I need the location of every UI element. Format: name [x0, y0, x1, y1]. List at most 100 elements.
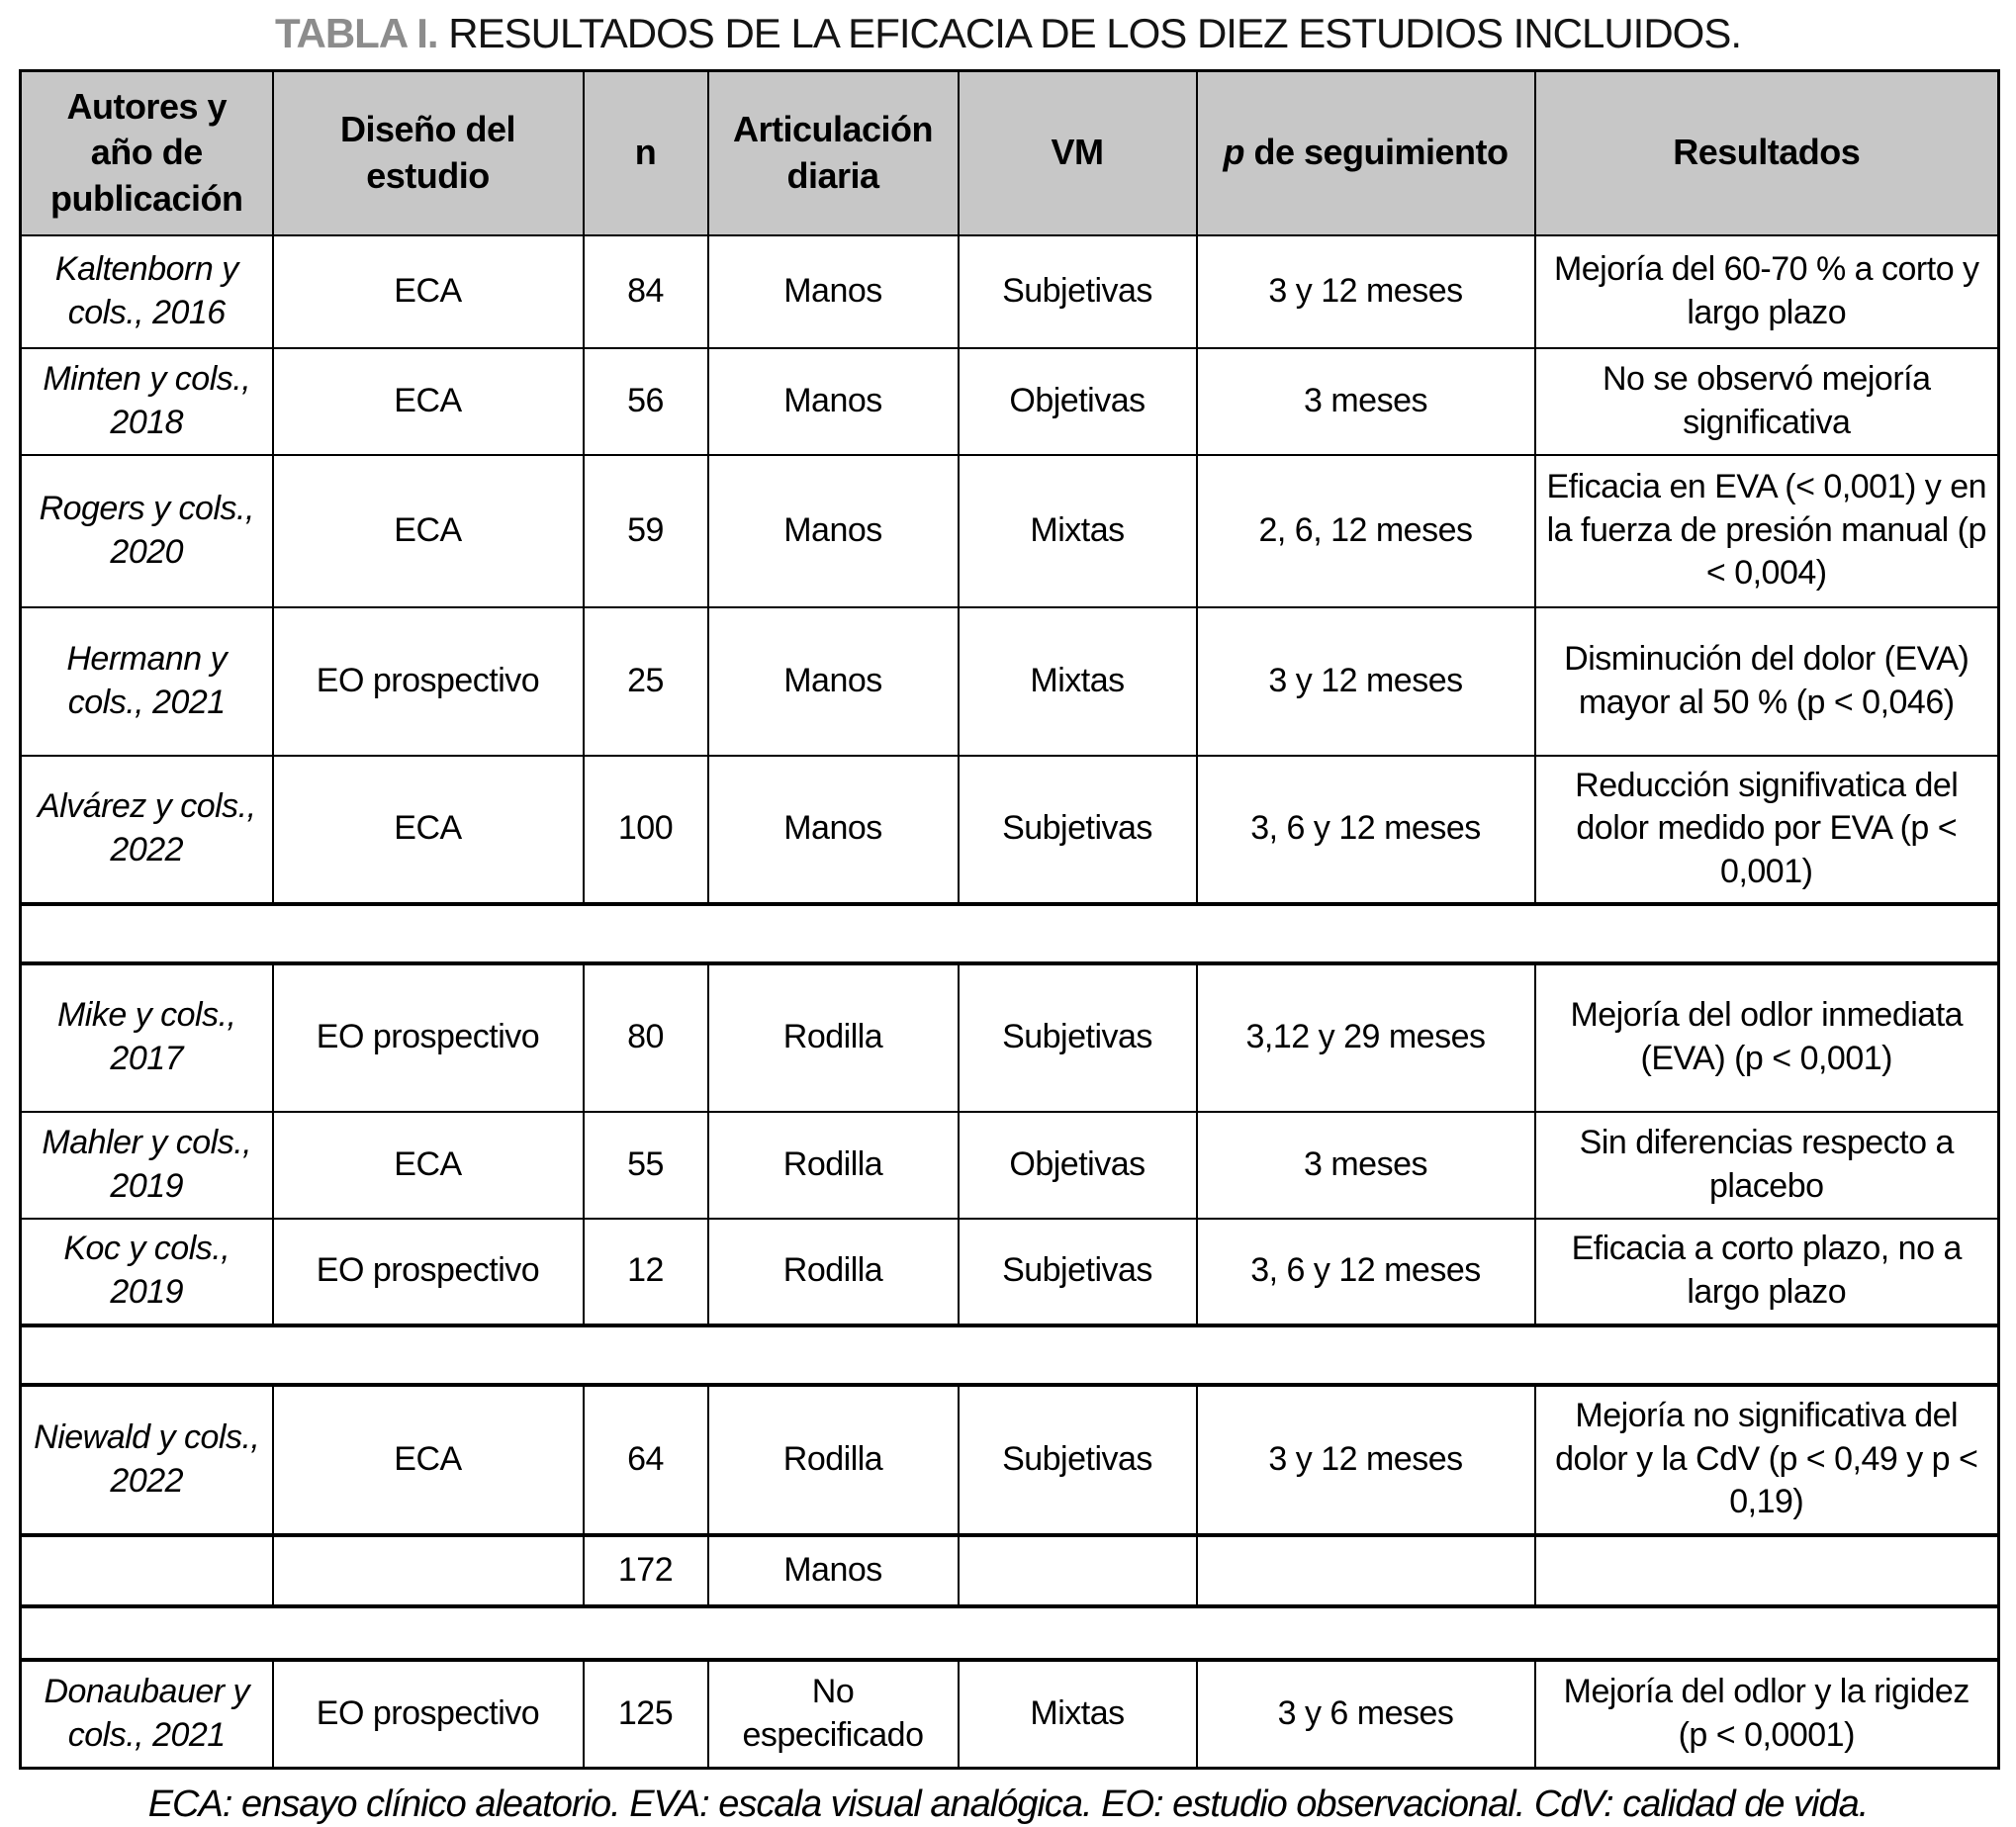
- cell-seguimiento: 3 y 12 meses: [1195, 233, 1536, 349]
- cell-seguimiento: 3 y 6 meses: [1195, 1658, 1536, 1770]
- column-header-autores: Autores y año de publicación: [19, 69, 274, 236]
- cell-diseno: ECA: [271, 453, 585, 608]
- table-row: Hermann y cols., 2021 EO prospectivo 25 Man…: [19, 605, 2000, 757]
- cell-diseno: EO prospectivo: [271, 605, 585, 757]
- cell-n: 172: [582, 1532, 709, 1608]
- cell-articulacion: Manos: [706, 453, 960, 608]
- cell-seguimiento: 3, 6 y 12 meses: [1195, 754, 1536, 905]
- cell-articulacion: Manos: [706, 754, 960, 905]
- cell-n: 84: [582, 233, 709, 349]
- cell-articulacion: Manos: [706, 605, 960, 757]
- spacer-row: [19, 1323, 2000, 1387]
- table-row: Koc y cols., 2019 EO prospectivo 12 Rodilla…: [19, 1217, 2000, 1326]
- cell-n: 100: [582, 754, 709, 905]
- cell-autores: Kaltenborn y cols., 2016: [19, 233, 274, 349]
- table-row: Rogers y cols., 2020 ECA 59 Manos Mixtas 2, 6…: [19, 453, 2000, 608]
- cell-resultados: Eficacia en EVA (< 0,001) y en la fuerza…: [1533, 453, 2000, 608]
- cell-n: 80: [582, 961, 709, 1113]
- table-row: Niewald y cols., 2022 ECA 64 Rodilla Subjeti…: [19, 1383, 2000, 1536]
- cell-vm: Objetivas: [957, 1110, 1198, 1220]
- column-header-diseno: Diseño del estudio: [271, 69, 585, 236]
- cell-n: 12: [582, 1217, 709, 1326]
- column-header-italic-prefix: p: [1223, 132, 1244, 173]
- table-row: Donaubauer y cols., 2021 EO prospectivo 12…: [19, 1658, 2000, 1770]
- column-header-vm: VM: [957, 69, 1198, 236]
- cell-autores: Niewald y cols., 2022: [19, 1383, 274, 1536]
- cell-autores: Donaubauer y cols., 2021: [19, 1658, 274, 1770]
- cell-vm: Subjetivas: [957, 1217, 1198, 1326]
- cell-autores: Minten y cols., 2018: [19, 346, 274, 456]
- cell-vm: Mixtas: [957, 1658, 1198, 1770]
- cell-vm: Objetivas: [957, 346, 1198, 456]
- table-row: Kaltenborn y cols., 2016 ECA 84 Manos Subjet…: [19, 233, 2000, 349]
- cell-diseno: ECA: [271, 346, 585, 456]
- results-table: Autores y año de publicación Diseño del e…: [19, 69, 2000, 1770]
- cell-resultados: Mejoría no significativa del dolor y la …: [1533, 1383, 2000, 1536]
- cell-articulacion: Manos: [706, 233, 960, 349]
- cell-resultados: [1533, 1532, 2000, 1608]
- cell-articulacion: Rodilla: [706, 961, 960, 1113]
- cell-n: 25: [582, 605, 709, 757]
- table-row: Alvárez y cols., 2022 ECA 100 Manos Subjetiv…: [19, 754, 2000, 905]
- table-body: Kaltenborn y cols., 2016 ECA 84 Manos Subjet…: [19, 233, 2000, 1770]
- table-row: Mahler y cols., 2019 ECA 55 Rodilla Objetiva…: [19, 1110, 2000, 1220]
- spacer-row: [19, 901, 2000, 965]
- spacer-row: [19, 1603, 2000, 1662]
- cell-diseno: EO prospectivo: [271, 1658, 585, 1770]
- column-header-seguimiento: p de seguimiento: [1195, 69, 1536, 236]
- table-title-text: RESULTADOS DE LA EFICACIA DE LOS DIEZ ES…: [448, 10, 1742, 56]
- cell-seguimiento: 3, 6 y 12 meses: [1195, 1217, 1536, 1326]
- cell-autores: Koc y cols., 2019: [19, 1217, 274, 1326]
- cell-resultados: Eficacia a corto plazo, no a largo plazo: [1533, 1217, 2000, 1326]
- cell-autores: [19, 1532, 274, 1608]
- spacer-cell: [19, 1323, 2000, 1387]
- cell-vm: Mixtas: [957, 453, 1198, 608]
- cell-diseno: ECA: [271, 754, 585, 905]
- cell-n: 59: [582, 453, 709, 608]
- cell-seguimiento: [1195, 1532, 1536, 1608]
- cell-seguimiento: 3 meses: [1195, 346, 1536, 456]
- cell-autores: Mike y cols., 2017: [19, 961, 274, 1113]
- cell-resultados: Mejoría del odlor inmediata (EVA) (p < 0…: [1533, 961, 2000, 1113]
- cell-vm: Subjetivas: [957, 961, 1198, 1113]
- cell-diseno: EO prospectivo: [271, 1217, 585, 1326]
- spacer-cell: [19, 1603, 2000, 1662]
- cell-articulacion: Manos: [706, 346, 960, 456]
- cell-diseno: ECA: [271, 1383, 585, 1536]
- table-row: 172 Manos: [19, 1532, 2000, 1608]
- cell-seguimiento: 2, 6, 12 meses: [1195, 453, 1536, 608]
- cell-diseno: ECA: [271, 1110, 585, 1220]
- table-header: Autores y año de publicación Diseño del e…: [19, 69, 2000, 236]
- cell-n: 125: [582, 1658, 709, 1770]
- cell-autores: Alvárez y cols., 2022: [19, 754, 274, 905]
- cell-diseno: EO prospectivo: [271, 961, 585, 1113]
- table-row: Mike y cols., 2017 EO prospectivo 80 Rodill…: [19, 961, 2000, 1113]
- cell-vm: [957, 1532, 1198, 1608]
- cell-articulacion: Rodilla: [706, 1383, 960, 1536]
- footnote: ECA: ensayo clínico aleatorio. EVA: esca…: [147, 1783, 1870, 1825]
- column-header-articulacion: Articulación diaria: [706, 69, 960, 236]
- cell-autores: Mahler y cols., 2019: [19, 1110, 274, 1220]
- cell-resultados: Disminución del dolor (EVA) mayor al 50 …: [1533, 605, 2000, 757]
- cell-articulacion: Rodilla: [706, 1110, 960, 1220]
- cell-n: 55: [582, 1110, 709, 1220]
- header-row: Autores y año de publicación Diseño del e…: [19, 69, 2000, 236]
- cell-articulacion: No especificado: [706, 1658, 960, 1770]
- cell-resultados: Mejoría del odlor y la rigidez (p < 0,00…: [1533, 1658, 2000, 1770]
- table-title: TABLA I. RESULTADOS DE LA EFICACIA DE LO…: [0, 0, 2016, 57]
- table-title-tag: TABLA I.: [274, 10, 439, 56]
- column-header-label: de seguimiento: [1243, 132, 1509, 173]
- cell-resultados: Reducción signifivatica del dolor medido…: [1533, 754, 2000, 905]
- spacer-cell: [19, 901, 2000, 965]
- cell-n: 56: [582, 346, 709, 456]
- cell-vm: Subjetivas: [957, 233, 1198, 349]
- cell-resultados: Mejoría del 60-70 % a corto y largo plaz…: [1533, 233, 2000, 349]
- cell-vm: Subjetivas: [957, 1383, 1198, 1536]
- cell-seguimiento: 3 meses: [1195, 1110, 1536, 1220]
- cell-seguimiento: 3,12 y 29 meses: [1195, 961, 1536, 1113]
- cell-seguimiento: 3 y 12 meses: [1195, 605, 1536, 757]
- cell-vm: Subjetivas: [957, 754, 1198, 905]
- cell-n: 64: [582, 1383, 709, 1536]
- cell-seguimiento: 3 y 12 meses: [1195, 1383, 1536, 1536]
